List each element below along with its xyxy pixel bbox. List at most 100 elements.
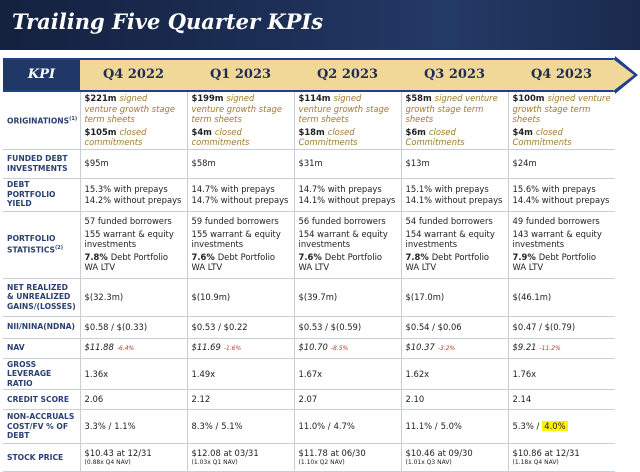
kpi-table: ORIGINATIONS(1) $221m signed venture growt… [3,92,615,472]
cell-line: 54 funded borrowers [406,216,504,227]
cell-text: 7.8% [84,251,108,262]
kpi-label: NAV [3,338,80,359]
cell-line: 15.1% with prepays [406,184,504,195]
cell-text: $11.69 [191,341,221,352]
cell-line: 5.3% /4.0% [513,421,612,432]
cell-text: Debt Portfolio WA LTV [298,251,383,273]
cell-line: $11.69 -1.6% [192,342,290,355]
kpi-cell: $100m signed venture growth stage term sh… [507,92,615,150]
cell-line: 1.62x [406,369,504,380]
cell-text: 5.1% [221,421,243,432]
cell-line: 155 warrant & equity investments [192,229,290,250]
cell-line: $0.53 / $(0.59) [299,322,397,333]
cell-text: $221m [84,93,117,103]
column-header: Q4 2023 [530,67,593,82]
cell-text: 2.10 [405,394,425,405]
cell-line: $199m signed venture growth stage term sh… [192,93,290,125]
column-header: KPI [27,67,56,82]
kpi-cell: $11.69 -1.6% [186,338,294,359]
kpi-label: DEBT PORTFOLIO YIELD [3,178,80,212]
cell-line: $0.47 / $(0.79) [513,322,612,333]
cell-line: 2.12 [192,394,290,405]
cell-text: Debt Portfolio WA LTV [84,251,169,273]
kpi-row: ORIGINATIONS(1) $221m signed venture growt… [3,92,615,150]
kpi-cell: 1.67x [293,358,401,390]
cell-line: 7.6% Debt Portfolio WA LTV [299,252,397,273]
cell-line: 2.14 [513,394,612,405]
label-text: GROSS LEVERAGE RATIO [7,359,52,388]
cell-text: 59 funded borrowers [191,216,279,227]
kpi-cell: 2.06 [79,389,187,410]
cell-line: $24m [513,158,612,169]
kpi-label: FUNDED DEBT INVESTMENTS [3,149,80,179]
kpi-cell: 1.49x [186,358,294,390]
cell-line: $(10.9m) [192,292,290,303]
kpi-cell: 11.1% /5.0% [400,409,508,444]
kpi-cell: $10.86 at 12/31 (1.18x Q4 NAV) [507,443,615,472]
cell-text: 15.3% with prepays [84,184,168,194]
cell-line: $100m signed venture growth stage term sh… [513,93,612,125]
kpi-cell: $(46.1m) [507,278,615,317]
cell-line: 57 funded borrowers [85,216,183,227]
kpi-cell: $(10.9m) [186,278,294,317]
cell-line: 1.67x [299,369,397,380]
cell-text: signed venture growth stage term sheets [84,93,176,124]
label-text: NON-ACCRUALS COST/FV % OF DEBT [7,412,75,441]
cell-line: $114m signed venture growth stage term sh… [299,93,397,125]
cell-text: signed venture growth stage term sheets [191,93,283,124]
cell-text: $13m [405,158,430,169]
kpi-cell: $31m [293,149,401,179]
kpi-cell: 2.14 [507,389,615,410]
column-headers: KPI Q4 2022 Q1 2023 Q2 2023 Q3 2023 Q4 2023 [3,58,615,92]
kpi-cell: 57 funded borrowers 155 warrant & equity … [79,211,187,279]
column-header: Q1 2023 [209,67,272,82]
kpi-cell: $11.78 at 06/30 (1.10x Q2 NAV) [293,443,401,472]
cell-text: 1.67x [298,368,323,379]
cell-text: $10.43 at 12/31 [84,448,152,459]
kpi-cell: $0.53 / $0.22 [186,316,294,339]
cell-text: $10.70 [298,341,328,352]
cell-line: $10.86 at 12/31 [513,448,612,459]
kpi-cell: 14.7% with prepays 14.1% without prepays [293,178,401,212]
kpi-label: STOCK PRICE [3,443,80,472]
label-text: NAV [7,343,25,353]
kpi-cell: 2.07 [293,389,401,410]
cell-text: $0.47 / $(0.79) [512,321,576,332]
label-text: CREDIT SCORE [7,394,70,404]
cell-text: 7.8% [405,251,429,262]
cell-line: 14.2% without prepays [85,195,183,206]
cell-line: $(17.0m) [406,292,504,303]
cell-line: 7.6% Debt Portfolio WA LTV [192,252,290,273]
cell-text: 15.6% with prepays [512,184,596,194]
label-note: (1) [69,115,78,122]
cell-line: 155 warrant & equity investments [85,229,183,250]
kpi-cell: $24m [507,149,615,179]
cell-line: 11.1% /5.0% [406,421,504,432]
cell-text: 14.4% without prepays [512,194,610,205]
kpi-row: PORTFOLIO STATISTICS(2) 57 funded borrowe… [3,211,615,279]
cell-text: signed venture growth stage term sheets [298,93,390,124]
cell-text: Debt Portfolio WA LTV [512,251,597,273]
kpi-row: NON-ACCRUALS COST/FV % OF DEBT 3.3% /1.1%… [3,409,615,444]
kpi-cell: $10.70 -8.5% [293,338,401,359]
cell-line: $(32.3m) [85,292,183,303]
column-header: Q3 2023 [423,67,486,82]
cell-text: closed Commitments [512,126,572,148]
cell-text: 143 warrant & equity investments [512,228,602,250]
kpi-cell: 15.6% with prepays 14.4% without prepays [507,178,615,212]
kpi-cell: $0.54 / $0.06 [400,316,508,339]
cell-text: -3.2% [437,344,456,352]
kpi-cell: $(17.0m) [400,278,508,317]
kpi-label: CREDIT SCORE [3,389,80,410]
cell-text: $58m [191,158,216,169]
cell-text: 54 funded borrowers [405,216,493,227]
kpi-cell: 56 funded borrowers 154 warrant & equity … [293,211,401,279]
cell-text: $0.53 / $0.22 [191,321,248,332]
cell-line: 11.0% /4.7% [299,421,397,432]
cell-text: 14.7% without prepays [191,194,289,205]
cell-text: $4m [512,126,533,137]
label-text: STOCK PRICE [7,452,64,462]
cell-line: $13m [406,158,504,169]
cell-text: -11.2% [539,344,561,352]
cell-text: closed Commitments [298,126,358,148]
